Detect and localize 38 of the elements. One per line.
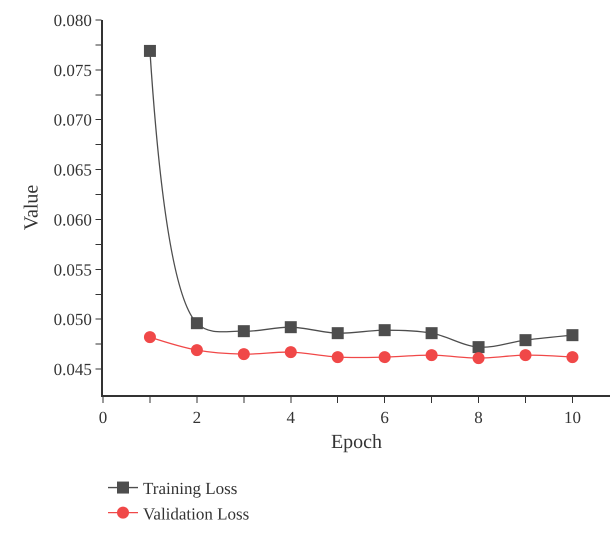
point xyxy=(378,351,391,364)
point xyxy=(566,351,578,364)
point xyxy=(332,327,344,340)
point xyxy=(472,341,485,354)
legend-label: Validation Loss xyxy=(143,504,250,524)
point xyxy=(520,334,532,346)
x-tick-label: 4 xyxy=(286,408,296,428)
y-tick-label: 0.075 xyxy=(54,60,92,80)
x-tick-label: 8 xyxy=(474,408,483,428)
y-axis-title: Value xyxy=(20,184,43,230)
point xyxy=(238,348,250,360)
point xyxy=(190,344,203,356)
x-axis-title: Epoch xyxy=(330,431,382,454)
point xyxy=(332,351,344,364)
y-tick-label: 0.055 xyxy=(54,260,92,280)
point xyxy=(238,325,250,338)
y-tick-label: 0.070 xyxy=(54,110,92,130)
y-tick-label: 0.060 xyxy=(54,210,92,230)
point xyxy=(190,317,203,330)
point xyxy=(520,349,532,362)
y-tick-label: 0.050 xyxy=(54,310,92,330)
x-tick-label: 10 xyxy=(564,408,581,428)
point xyxy=(566,329,578,342)
legend-label: Training Loss xyxy=(143,479,238,498)
point xyxy=(144,44,156,57)
x-tick-label: 0 xyxy=(98,408,108,428)
y-tick-label: 0.045 xyxy=(54,360,92,380)
x-tick-label: 2 xyxy=(192,408,202,428)
point xyxy=(284,346,297,358)
point xyxy=(284,321,297,334)
y-tick-label: 0.080 xyxy=(54,10,92,30)
point xyxy=(144,331,156,344)
point xyxy=(472,352,485,364)
x-tick-label: 6 xyxy=(380,408,389,428)
point xyxy=(378,324,391,336)
point xyxy=(426,327,438,340)
y-tick-label: 0.065 xyxy=(54,160,92,180)
point xyxy=(426,349,438,362)
